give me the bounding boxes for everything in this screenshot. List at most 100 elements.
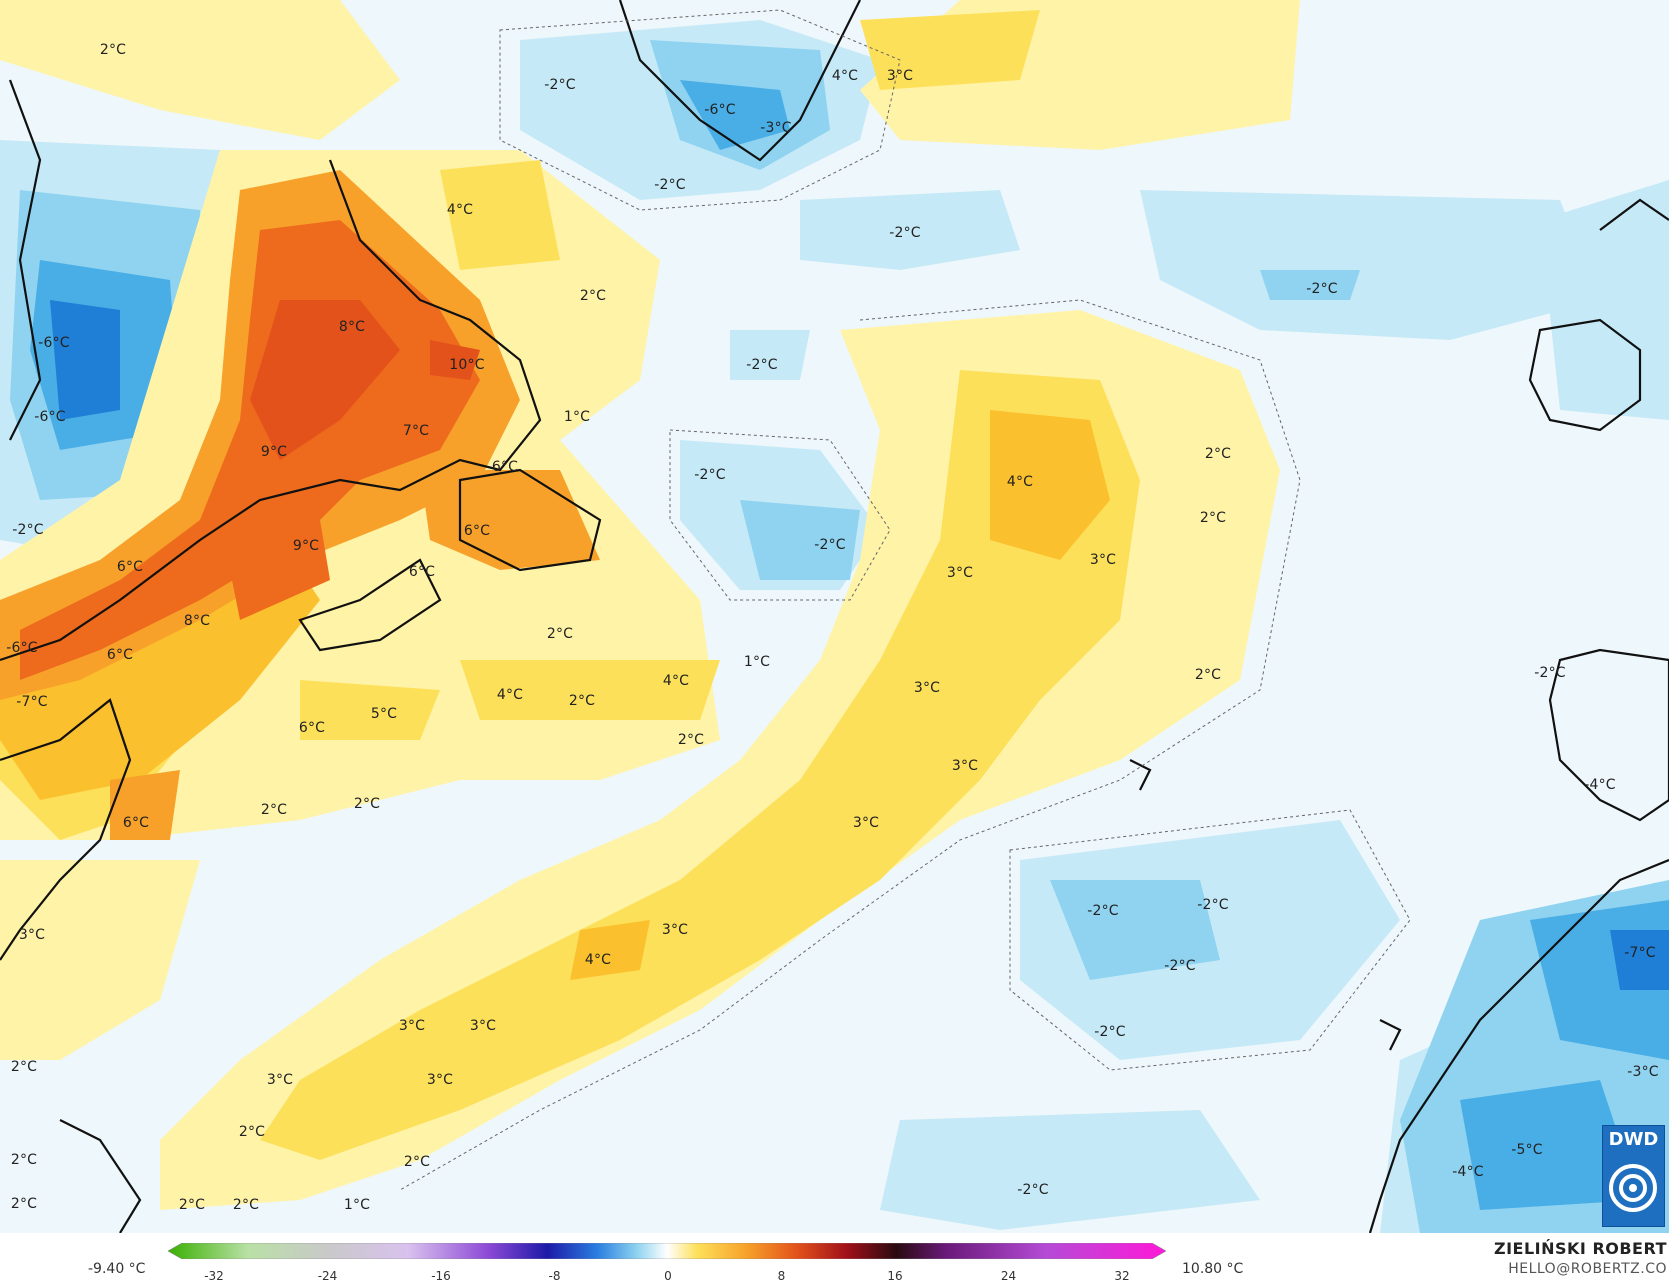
- temperature-label: -7°C: [16, 694, 48, 710]
- dwd-logo: DWD: [1602, 1125, 1665, 1227]
- temperature-label: 2°C: [178, 1197, 206, 1213]
- temperature-label: 3°C: [18, 927, 46, 943]
- temperature-label: 3°C: [852, 815, 880, 831]
- temperature-label: 2°C: [238, 1124, 266, 1140]
- hot-anomaly-deep: [250, 300, 480, 460]
- temperature-label: 1°C: [563, 409, 591, 425]
- cold-anomaly-deep: [50, 300, 1669, 990]
- temperature-label: 2°C: [10, 1059, 38, 1075]
- temperature-label: -2°C: [1017, 1182, 1049, 1198]
- temperature-label: -2°C: [12, 522, 44, 538]
- temperature-label: -6°C: [6, 640, 38, 656]
- map-fields: [0, 0, 1669, 1233]
- min-value-label: -9.40 °C: [88, 1261, 146, 1277]
- temperature-label: -3°C: [1627, 1064, 1659, 1080]
- temperature-label: 3°C: [661, 922, 689, 938]
- author-email: HELLO@ROBERTZ.CO: [1508, 1261, 1667, 1277]
- temperature-label: 1°C: [743, 654, 771, 670]
- temperature-label: -2°C: [1094, 1024, 1126, 1040]
- color-bar-tick-label: 8: [777, 1269, 786, 1283]
- color-bar-tick-label: 0: [664, 1269, 672, 1283]
- temperature-label: 6°C: [491, 459, 519, 475]
- temperature-label: -2°C: [544, 77, 576, 93]
- temperature-label: 8°C: [183, 613, 211, 629]
- temperature-label: 2°C: [232, 1197, 260, 1213]
- temperature-label: -2°C: [1164, 958, 1196, 974]
- temperature-label: 6°C: [298, 720, 326, 736]
- temperature-label: -4°C: [1584, 777, 1616, 793]
- temperature-label: 3°C: [1089, 552, 1117, 568]
- temperature-label: 3°C: [398, 1018, 426, 1034]
- temperature-label: 10°C: [449, 357, 485, 373]
- temperature-label: -6°C: [34, 409, 66, 425]
- temperature-label: -4°C: [1452, 1164, 1484, 1180]
- temperature-label: -3°C: [760, 120, 792, 136]
- temperature-label: 5°C: [370, 706, 398, 722]
- temperature-label: 9°C: [260, 444, 288, 460]
- dwd-logo-text: DWD: [1608, 1129, 1659, 1150]
- temperature-label: -2°C: [889, 225, 921, 241]
- temperature-label: 2°C: [677, 732, 705, 748]
- temperature-label: 2°C: [403, 1154, 431, 1170]
- temperature-label: -2°C: [1197, 897, 1229, 913]
- temperature-label: -2°C: [814, 537, 846, 553]
- temperature-label: 2°C: [10, 1152, 38, 1168]
- color-bar-tick-label: -32: [204, 1269, 224, 1283]
- temperature-label: -2°C: [1534, 665, 1566, 681]
- temperature-anomaly-map: 2°C -2°C -6°C -3°C 4°C 3°C -2°C -2°C -2°C 4°C 2°C 8…: [0, 0, 1669, 1233]
- temperature-label: 1°C: [343, 1197, 371, 1213]
- temperature-label: 2°C: [1199, 510, 1227, 526]
- temperature-label: 3°C: [426, 1072, 454, 1088]
- temperature-label: 3°C: [469, 1018, 497, 1034]
- temperature-label: 2°C: [1204, 446, 1232, 462]
- temperature-label: 2°C: [568, 693, 596, 709]
- author-credit: ZIELIŃSKI ROBERT: [1493, 1239, 1667, 1258]
- temperature-label: 3°C: [946, 565, 974, 581]
- temperature-label: 4°C: [662, 673, 690, 689]
- coastlines: [0, 0, 1669, 1233]
- max-value-label: 10.80 °C: [1182, 1261, 1244, 1277]
- temperature-label: 2°C: [260, 802, 288, 818]
- color-bar-tick-label: -16: [431, 1269, 451, 1283]
- temperature-label: -2°C: [654, 177, 686, 193]
- temperature-label: 8°C: [338, 319, 366, 335]
- temperature-label: 3°C: [266, 1072, 294, 1088]
- color-bar: [168, 1243, 1166, 1259]
- temperature-label: 4°C: [496, 687, 524, 703]
- temperature-label: 7°C: [402, 423, 430, 439]
- temperature-label: 4°C: [1006, 474, 1034, 490]
- temperature-label: 2°C: [1194, 667, 1222, 683]
- temperature-label: 3°C: [913, 680, 941, 696]
- temperature-label: 2°C: [579, 288, 607, 304]
- temperature-label: -6°C: [704, 102, 736, 118]
- temperature-label: 2°C: [546, 626, 574, 642]
- temperature-label: -7°C: [1624, 945, 1656, 961]
- temperature-label: 3°C: [951, 758, 979, 774]
- temperature-label: 6°C: [408, 564, 436, 580]
- temperature-label: 6°C: [122, 815, 150, 831]
- temperature-label: 6°C: [463, 523, 491, 539]
- temperature-label: 2°C: [353, 796, 381, 812]
- temperature-label: -5°C: [1511, 1142, 1543, 1158]
- temperature-label: 2°C: [10, 1196, 38, 1212]
- color-bar-tick-label: -8: [548, 1269, 561, 1283]
- temperature-label: 2°C: [99, 42, 127, 58]
- temperature-label: 6°C: [116, 559, 144, 575]
- temperature-label: -2°C: [694, 467, 726, 483]
- color-bar-tick-label: -24: [317, 1269, 338, 1283]
- temperature-label: -6°C: [38, 335, 70, 351]
- temperature-label: -2°C: [746, 357, 778, 373]
- color-bar-tick-label: 24: [1000, 1269, 1017, 1283]
- temperature-label: 6°C: [106, 647, 134, 663]
- swirl-icon: [1609, 1164, 1657, 1212]
- contour-lines: [399, 9, 1411, 1191]
- color-bar-tick-label: 16: [887, 1269, 903, 1283]
- color-bar-tick-label: 32: [1114, 1269, 1130, 1283]
- temperature-label: 9°C: [292, 538, 320, 554]
- temperature-label: -2°C: [1087, 903, 1119, 919]
- temperature-label: 4°C: [831, 68, 859, 84]
- temperature-label: -2°C: [1306, 281, 1338, 297]
- temperature-label: 4°C: [446, 202, 474, 218]
- color-scale-legend: -9.40 °C -: [0, 1233, 1669, 1287]
- temperature-label: 3°C: [886, 68, 914, 84]
